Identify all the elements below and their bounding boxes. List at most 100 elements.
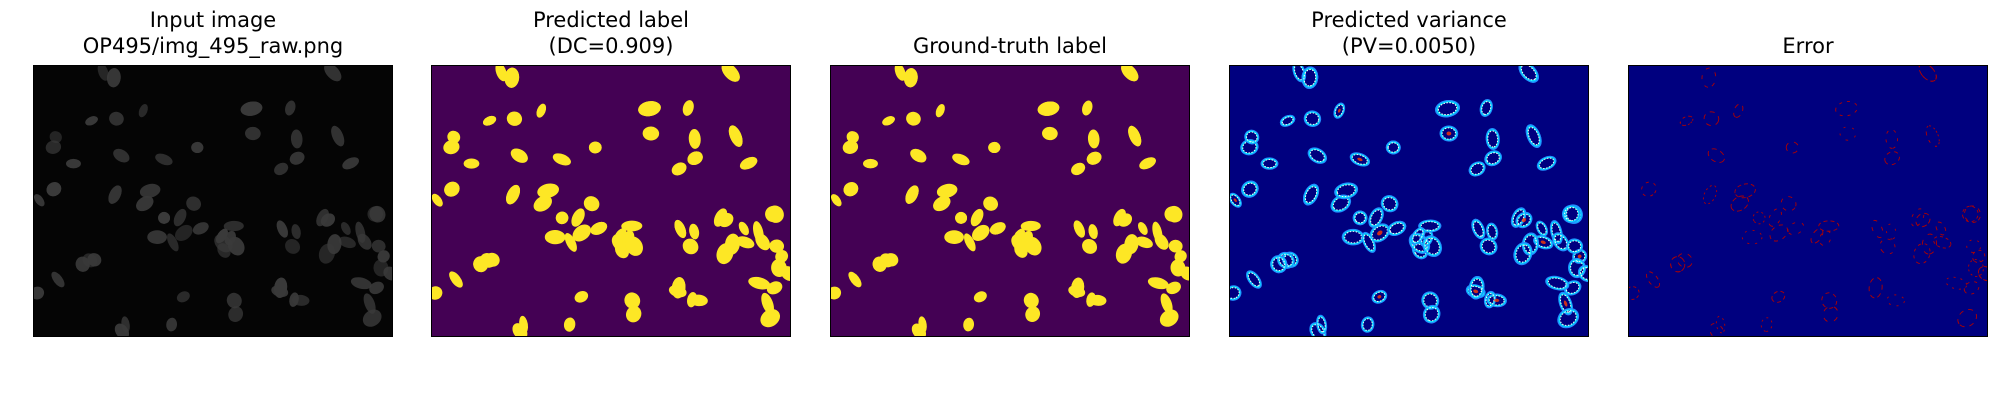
title-line: OP495/img_495_raw.png [82,34,344,58]
nucleus [318,243,336,264]
nucleus [1270,255,1288,274]
nucleus [952,153,970,166]
nucleus [1884,151,1900,166]
nucleus [285,100,296,116]
nucleus [1304,185,1318,205]
nucleus [1073,220,1085,238]
nucleus [357,233,372,250]
nucleus [1381,196,1398,212]
nucleus [1336,184,1356,198]
nucleus [989,222,1006,235]
nucleus [1128,125,1142,147]
nucleus [1331,195,1350,212]
nucleus [1042,126,1058,141]
nucleus [1518,66,1539,83]
nucleus [166,317,178,332]
panel-title: Input image OP495/img_495_raw.png [3,7,423,59]
nucleus [97,66,109,81]
nucleus [1316,316,1327,334]
nucleus [506,184,521,205]
nucleus [728,125,743,147]
nucleus [769,239,785,253]
nucleus [1968,259,1984,277]
nucleus [338,236,356,249]
nucleus [571,208,585,227]
ground-truth-label-image [830,65,1190,337]
nucleus [831,194,842,207]
nucleus [350,277,372,290]
nucleus [1972,249,1986,263]
nucleus [1641,181,1657,197]
nucleus [1154,233,1169,250]
nucleus [1521,218,1527,223]
nucleus [1071,277,1085,298]
nucleus [1469,277,1484,299]
nucleus [367,206,384,222]
nucleus [1020,220,1041,232]
nucleus [49,131,62,144]
nucleus [108,185,122,204]
nucleus [1484,150,1502,167]
nucleus [863,158,878,169]
nucleus [192,222,209,235]
nucleus [1380,195,1399,213]
nucleus [1435,99,1460,118]
nucleus [971,224,990,242]
nucleus [1246,131,1258,143]
nucleus [447,130,461,144]
nucleus [1486,152,1500,165]
nucleus [1557,307,1580,329]
nucleus [1304,186,1318,204]
nucleus [1885,223,1897,240]
nucleus [1353,211,1367,225]
nucleus [285,239,301,254]
nucleus [1025,306,1041,322]
title-line: Predicted variance [1311,8,1507,32]
nucleus [34,286,45,300]
nucleus [1733,103,1744,118]
nucleus [1963,281,1980,295]
nucleus [1377,295,1382,299]
nucleus [75,256,90,272]
nucleus [944,230,964,244]
nucleus [761,292,774,315]
nucleus [121,316,130,333]
nucleus [1303,110,1322,127]
nucleus [226,292,242,309]
predicted-label-image [431,65,791,337]
nucleus [1473,289,1479,294]
nucleus [910,148,927,163]
nucleus [216,228,228,244]
nucleus [1741,229,1763,245]
nucleus [918,316,927,333]
nucleus [1121,66,1139,82]
panel-title: Predicted variance (PV=0.0050) [1199,7,1619,59]
nucleus [1166,281,1181,295]
predicted-label-canvas [432,66,790,336]
nucleus [935,104,945,118]
nucleus [1535,236,1552,248]
nucleus [1137,222,1148,235]
nucleus [1771,290,1786,303]
nucleus [1419,220,1440,232]
nucleus [1354,212,1366,224]
nucleus [848,271,862,288]
nucleus [842,140,859,154]
nucleus [1550,221,1562,243]
nucleus [1567,239,1582,253]
nucleus [1308,148,1326,163]
nucleus [1485,293,1495,307]
nucleus [136,195,154,212]
nucleus [34,194,45,207]
nucleus [1702,184,1718,205]
nucleus [882,116,895,126]
nucleus [1730,195,1749,212]
nucleus [1304,111,1320,126]
nucleus [1389,222,1405,235]
nucleus [1486,129,1499,149]
image-background [1230,66,1588,336]
nucleus [1540,240,1546,245]
image-background [34,66,392,336]
nucleus [1785,141,1799,154]
